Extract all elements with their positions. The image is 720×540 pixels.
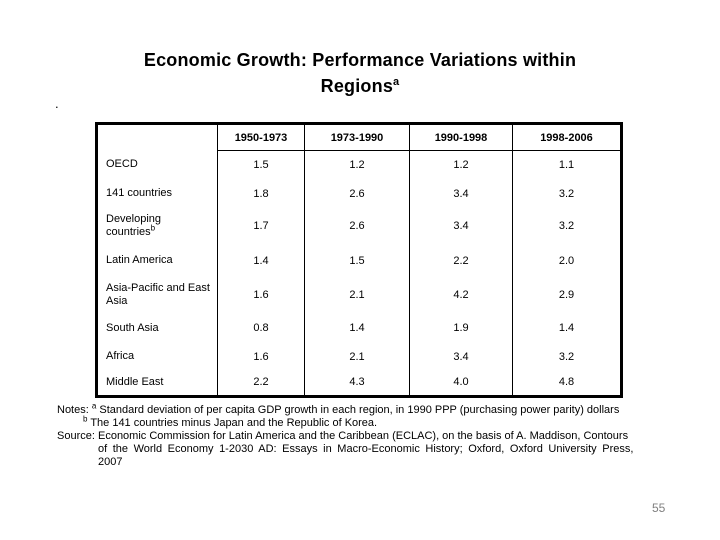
cell-value: 3.2	[512, 208, 622, 244]
column-header-1990-1998: 1990-1998	[409, 123, 513, 151]
row-label-text: Middle East	[106, 375, 164, 388]
row-label-text: 141 countries	[106, 187, 173, 199]
notes: Notes: a Standard deviation of per capit…	[57, 401, 663, 469]
cell-value: 2.1	[304, 277, 410, 313]
table-header-row: 1950-1973 1973-1990 1990-1998 1998-2006	[97, 123, 622, 151]
source-line-1: Source: Economic Commission for Latin Am…	[57, 430, 663, 443]
cell-value: 1.6	[217, 343, 305, 370]
cell-value: 1.4	[512, 312, 622, 344]
table-row-oecd: OECD 1.5 1.2 1.2 1.1	[97, 150, 622, 179]
cell-value: 2.1	[304, 343, 410, 370]
column-header-1950-1973: 1950-1973	[217, 123, 305, 151]
slide-title-line-2-text: Regions	[320, 76, 394, 96]
column-header-1998-2006: 1998-2006	[512, 123, 622, 151]
row-label-text: Asia-Pacific and East Asia	[106, 282, 210, 307]
row-label: OECD	[97, 151, 218, 179]
slide-title-line-2: Regionsa	[0, 73, 720, 99]
source-label: Source:	[57, 430, 95, 442]
source-text-1: Economic Commission for Latin America an…	[97, 430, 629, 442]
corner-header-cell	[97, 124, 218, 151]
table-row-141-countries: 141 countries 1.8 2.6 3.4 3.2	[97, 178, 622, 209]
row-label: Developing countriesb	[97, 209, 218, 244]
row-label: Asia-Pacific and East Asia	[97, 278, 218, 313]
row-label-text: Africa	[106, 350, 135, 362]
cell-value: 1.2	[304, 150, 410, 179]
stray-period: .	[55, 96, 59, 111]
note-a-text: Standard deviation of per capita GDP gro…	[99, 404, 620, 416]
table-row-south-asia: South Asia 0.8 1.4 1.9 1.4	[97, 312, 622, 344]
row-label-text: Developing countries	[106, 213, 162, 238]
row-label: Middle East	[97, 370, 218, 397]
note-b-line: b The 141 countries minus Japan and the …	[57, 414, 663, 430]
column-header-1973-1990: 1973-1990	[304, 123, 410, 151]
row-label-superscript-b: b	[150, 223, 156, 233]
row-label-text: Latin America	[106, 254, 173, 266]
cell-value: 2.6	[304, 208, 410, 244]
table-row-middle-east: Middle East 2.2 4.3 4.0 4.8	[97, 369, 622, 397]
cell-value: 1.7	[217, 208, 305, 244]
cell-value: 3.2	[512, 178, 622, 209]
cell-value: 2.0	[512, 243, 622, 278]
table-row-latin-america: Latin America 1.4 1.5 2.2 2.0	[97, 243, 622, 278]
cell-value: 2.2	[409, 243, 513, 278]
note-b-text: The 141 countries minus Japan and the Re…	[90, 417, 378, 429]
regions-growth-table: 1950-1973 1973-1990 1990-1998 1998-2006 …	[95, 122, 623, 398]
page-number: 55	[652, 501, 666, 515]
table-row-asia-pacific-east-asia: Asia-Pacific and East Asia 1.6 2.1 4.2 2…	[97, 277, 622, 313]
cell-value: 2.9	[512, 277, 622, 313]
row-label: South Asia	[97, 313, 218, 344]
row-label-text: OECD	[106, 158, 138, 170]
cell-value: 4.3	[304, 369, 410, 397]
cell-value: 0.8	[217, 312, 305, 344]
cell-value: 3.4	[409, 343, 513, 370]
table-row-developing-countries: Developing countriesb 1.7 2.6 3.4 3.2	[97, 208, 622, 244]
cell-value: 4.8	[512, 369, 622, 397]
cell-value: 3.4	[409, 178, 513, 209]
cell-value: 1.4	[217, 243, 305, 278]
cell-value: 2.2	[217, 369, 305, 397]
cell-value: 4.2	[409, 277, 513, 313]
source-line-3: 2007	[98, 456, 123, 468]
note-a-superscript: a	[91, 401, 97, 411]
cell-value: 1.6	[217, 277, 305, 313]
row-label-text: South Asia	[106, 321, 159, 334]
cell-value: 3.4	[409, 208, 513, 244]
row-label: Africa	[97, 344, 218, 370]
cell-value: 1.9	[409, 312, 513, 344]
row-label: Latin America	[97, 244, 218, 278]
cell-value: 1.4	[304, 312, 410, 344]
note-b-superscript: b	[83, 414, 88, 424]
source-line-2: of the World Economy 1-2030 AD: Essays i…	[98, 443, 634, 455]
cell-value: 1.5	[304, 243, 410, 278]
cell-value: 1.8	[217, 178, 305, 209]
cell-value: 2.6	[304, 178, 410, 209]
cell-value: 4.0	[409, 369, 513, 397]
title-superscript-a: a	[393, 76, 400, 88]
row-label: 141 countries	[97, 179, 218, 209]
cell-value: 1.2	[409, 150, 513, 179]
slide-title-line-1: Economic Growth: Performance Variations …	[143, 50, 577, 70]
notes-label: Notes:	[57, 404, 89, 416]
note-a-line: Notes: a Standard deviation of per capit…	[57, 401, 663, 417]
cell-value: 3.2	[512, 343, 622, 370]
slide-title: Economic Growth: Performance Variations …	[0, 47, 720, 99]
cell-value: 1.5	[217, 150, 305, 179]
table-row-africa: Africa 1.6 2.1 3.4 3.2	[97, 343, 622, 370]
cell-value: 1.1	[512, 150, 622, 179]
